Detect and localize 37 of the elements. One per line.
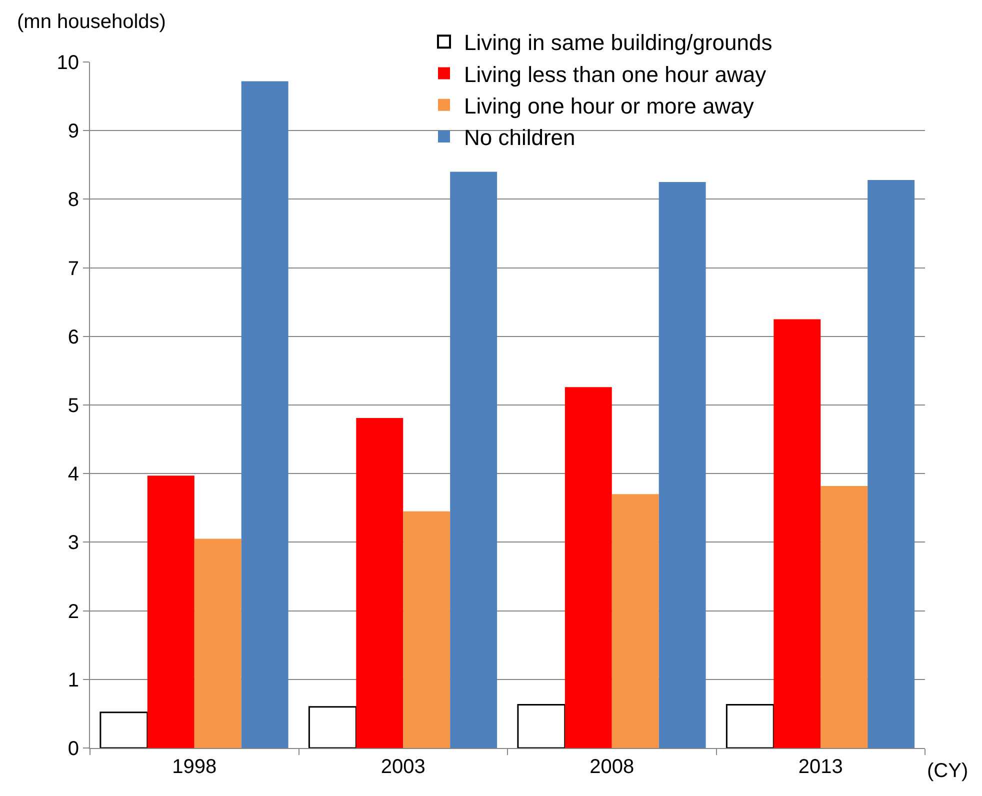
x-tick-label: 2008 — [590, 756, 634, 778]
legend-label: Living in same building/grounds — [464, 30, 772, 56]
x-axis-title: (CY) — [927, 760, 968, 782]
bar — [194, 538, 242, 748]
bar — [241, 81, 288, 748]
y-tick-label: 8 — [68, 189, 79, 212]
bar — [517, 704, 566, 748]
y-tick-label: 10 — [56, 52, 79, 74]
bar — [308, 706, 357, 748]
bar — [356, 418, 404, 748]
y-tick-label: 0 — [68, 738, 79, 760]
bar — [564, 387, 612, 748]
x-tick-label: 1998 — [172, 756, 217, 778]
bar — [820, 486, 868, 748]
y-tick-label: 4 — [68, 464, 79, 486]
y-tick-label: 3 — [68, 532, 79, 554]
bar — [100, 712, 148, 748]
legend-label: Living one hour or more away — [464, 93, 754, 118]
y-tick-label: 5 — [68, 395, 79, 417]
bar — [612, 494, 659, 748]
y-tick-label: 6 — [68, 326, 79, 348]
y-tick-label: 2 — [68, 600, 79, 623]
bar — [403, 511, 450, 748]
bar — [658, 182, 706, 748]
y-tick-label: 7 — [68, 258, 79, 280]
x-tick-label: 2003 — [380, 756, 426, 778]
bar — [450, 172, 498, 748]
bar — [726, 704, 774, 748]
y-tick-label: 1 — [68, 669, 79, 692]
bar — [147, 476, 194, 748]
legend-label: Living less than one hour away — [464, 62, 766, 87]
bar — [868, 180, 915, 748]
y-axis-title: (mn households) — [17, 11, 166, 33]
y-tick-label: 9 — [68, 120, 79, 143]
legend-label: No children — [464, 125, 576, 150]
x-tick-label: 2013 — [798, 756, 843, 778]
bar — [774, 319, 821, 748]
